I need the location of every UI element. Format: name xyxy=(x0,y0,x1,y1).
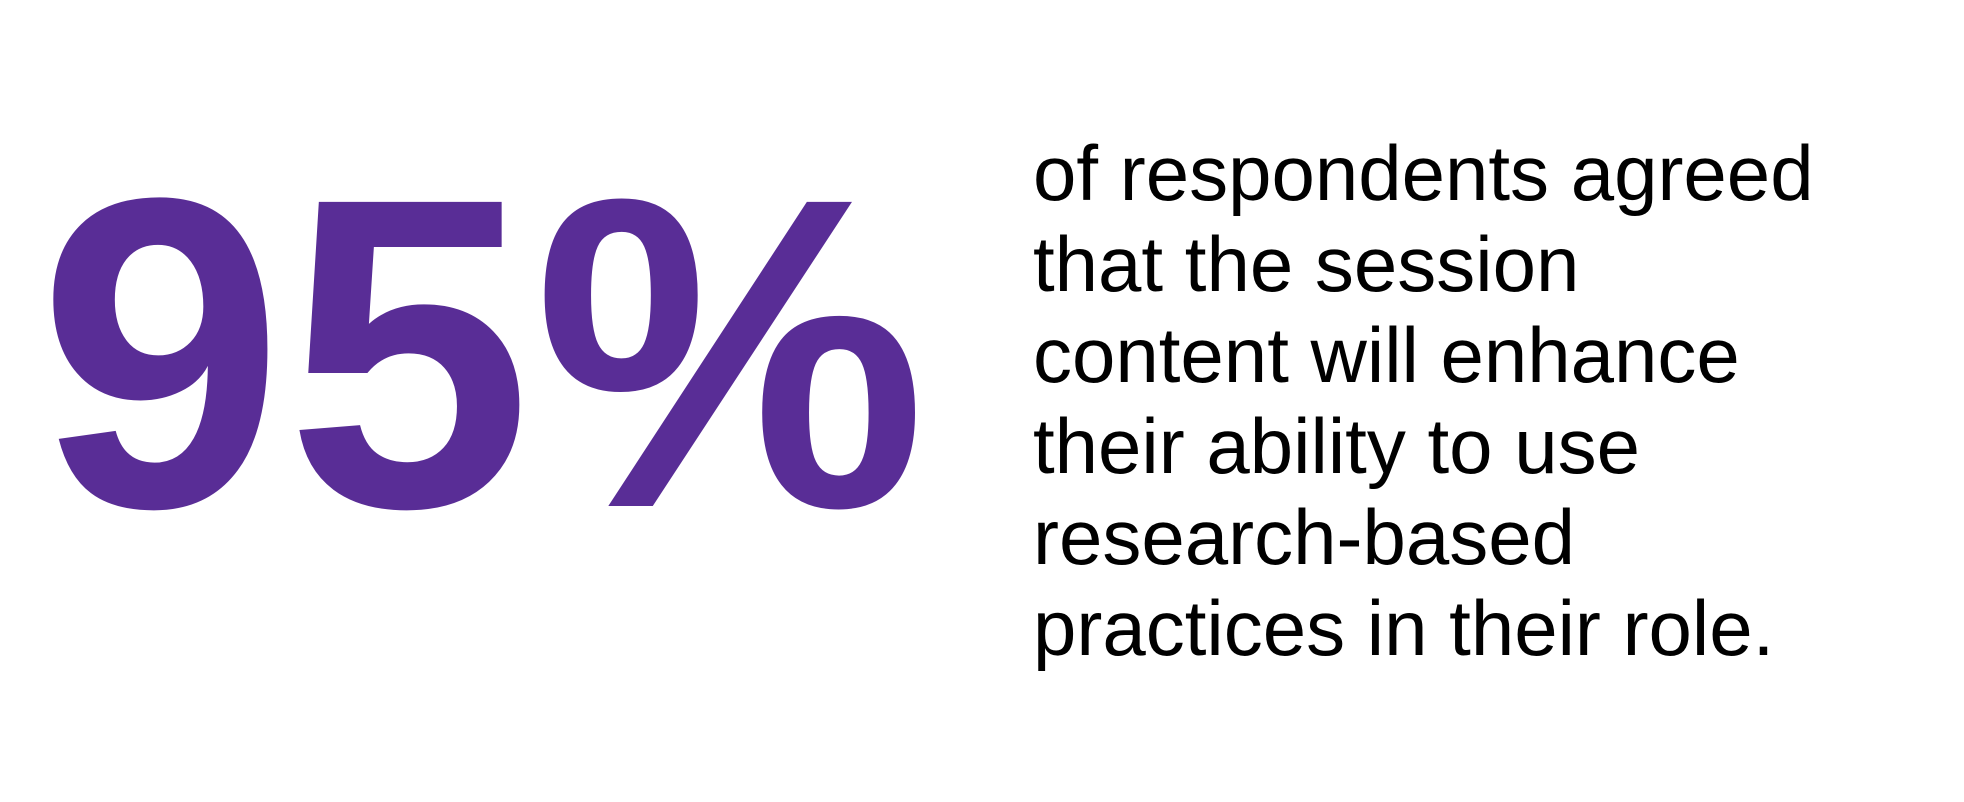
description-line: research-based xyxy=(1033,493,1575,581)
description-line: content will enhance xyxy=(1033,311,1740,399)
description-line: their ability to use xyxy=(1033,402,1640,490)
description-line: practices in their role. xyxy=(1033,584,1775,672)
stat-value: 95% xyxy=(38,106,929,600)
stat-description: of respondents agreed that the session c… xyxy=(1033,128,1814,674)
description-line: that the session xyxy=(1033,220,1580,308)
description-line: of respondents agreed xyxy=(1033,129,1814,217)
